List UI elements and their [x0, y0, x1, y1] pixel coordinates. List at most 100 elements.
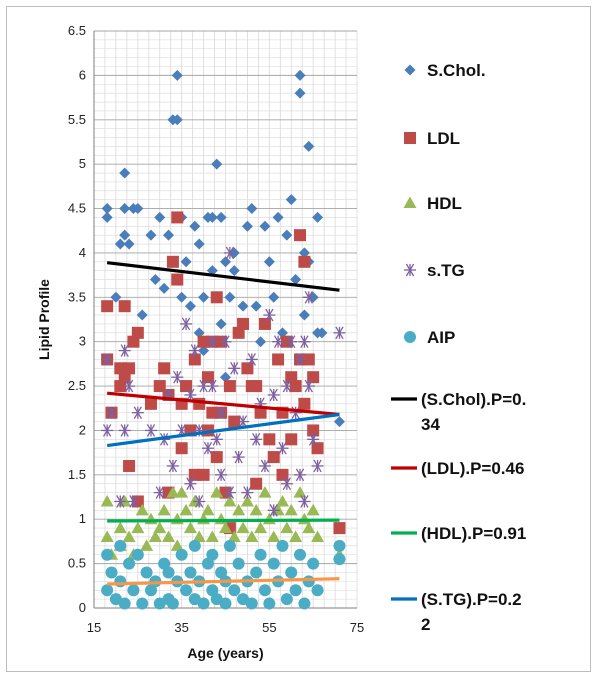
data-point: [267, 530, 281, 542]
data-point: [180, 380, 193, 393]
data-point: [192, 530, 206, 542]
data-point: [298, 495, 311, 508]
data-point: [197, 597, 210, 610]
data-point: [267, 388, 280, 402]
series-s-tg: [101, 246, 346, 517]
data-point: [163, 229, 175, 241]
plot-area: 0 0.5 1 1.5 2 2.5 3 3.5 4 4.5 5 5.5 6 6.5 15 35 55 75 Age …: [36, 23, 364, 661]
legend-marker-circle: [404, 331, 416, 343]
legend-label: (S.Chol).P=0.: [421, 390, 526, 409]
data-point: [294, 87, 306, 99]
data-point: [211, 158, 223, 170]
data-point: [118, 424, 131, 437]
data-point: [175, 442, 188, 455]
legend-label: LDL: [427, 129, 460, 148]
trendline: [107, 577, 340, 586]
data-point: [276, 539, 289, 552]
data-point: [228, 265, 240, 277]
data-point: [215, 468, 228, 482]
data-point: [171, 273, 184, 286]
y-tick-label: 1.5: [68, 467, 86, 482]
data-point: [303, 140, 315, 152]
data-point: [302, 353, 315, 366]
data-point: [272, 353, 285, 366]
legend: S.Chol. LDL HDL s.TG AIP (S.Chol).P=0. 34 (LDL)…: [391, 61, 526, 634]
data-point: [122, 530, 136, 542]
legend-label: 34: [421, 415, 440, 434]
data-point: [175, 486, 189, 498]
y-tick-label: 2.5: [68, 378, 86, 393]
data-point: [118, 300, 131, 313]
legend-label: AIP: [427, 328, 455, 347]
data-point: [241, 486, 254, 499]
data-point: [302, 379, 315, 393]
data-point: [210, 451, 223, 464]
data-point: [188, 344, 201, 357]
data-point: [123, 238, 135, 250]
data-point: [223, 246, 236, 260]
data-point: [254, 548, 267, 561]
y-tick-label: 4.5: [68, 201, 86, 216]
data-point: [179, 503, 193, 516]
data-point: [250, 433, 263, 446]
data-point: [162, 530, 176, 542]
data-point: [158, 282, 170, 294]
data-point: [198, 345, 210, 357]
data-point: [193, 238, 205, 250]
data-point: [105, 406, 118, 420]
data-point: [206, 584, 219, 597]
data-point: [250, 566, 263, 579]
data-point: [302, 521, 316, 534]
data-point: [245, 597, 258, 610]
data-point: [184, 300, 196, 312]
data-point: [144, 397, 157, 410]
data-point: [294, 69, 306, 81]
data-point: [210, 486, 224, 498]
data-point: [289, 584, 302, 597]
data-point: [157, 503, 171, 516]
y-tick-label: 6.5: [68, 23, 86, 38]
data-point: [206, 211, 218, 223]
data-point: [100, 530, 114, 542]
data-point: [166, 255, 179, 268]
data-point: [101, 424, 114, 437]
data-point: [280, 477, 293, 491]
data-point: [131, 326, 144, 339]
data-point: [250, 380, 263, 393]
data-point: [333, 539, 346, 552]
y-tick-label: 5.5: [68, 112, 86, 127]
y-tick-label: 4: [79, 245, 86, 260]
data-point: [232, 557, 245, 570]
data-point: [171, 69, 183, 81]
data-point: [250, 300, 262, 312]
data-point: [110, 291, 122, 303]
data-point: [131, 406, 144, 420]
x-axis-title: Age (years): [187, 645, 263, 661]
legend-marker-diamond: [404, 64, 416, 76]
data-point: [307, 433, 320, 446]
data-point: [144, 584, 157, 597]
data-point: [272, 211, 284, 223]
data-point: [135, 503, 149, 516]
lipid-profile-chart: 0 0.5 1 1.5 2 2.5 3 3.5 4 4.5 5 5.5 6 6.5 15 35 55 75 Age …: [36, 23, 526, 661]
data-point: [267, 504, 280, 517]
data-point: [144, 424, 157, 437]
data-point: [290, 274, 302, 286]
data-point: [268, 291, 280, 303]
data-point: [100, 494, 114, 507]
data-point: [281, 229, 293, 241]
data-point: [170, 539, 184, 551]
data-point: [298, 397, 311, 410]
data-point: [306, 503, 320, 516]
data-point: [280, 379, 293, 393]
data-point: [118, 597, 131, 610]
data-point: [180, 317, 193, 331]
data-point: [245, 353, 258, 366]
legend-marker-square: [404, 132, 416, 144]
data-point: [228, 584, 241, 597]
legend-label: HDL: [427, 194, 462, 213]
data-point: [193, 495, 206, 508]
data-point: [215, 318, 227, 330]
legend-label: 2: [421, 615, 430, 634]
data-point: [176, 291, 188, 303]
